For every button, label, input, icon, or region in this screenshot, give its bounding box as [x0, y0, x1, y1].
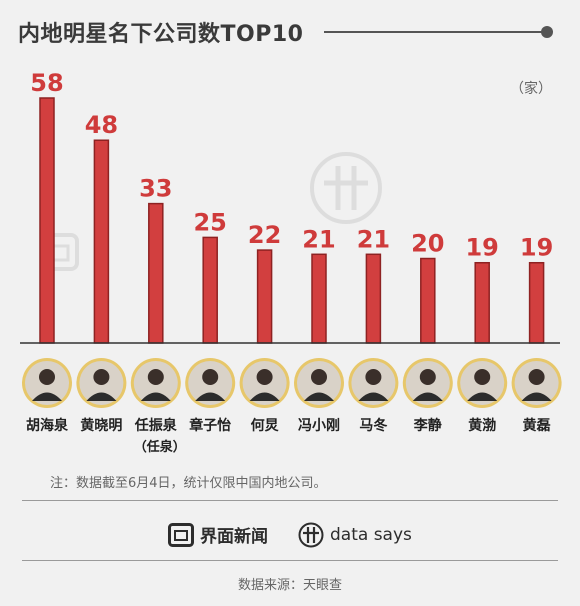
datasays-brand: data says	[298, 522, 412, 548]
avatar-head	[147, 369, 164, 385]
category-label: 胡海泉	[26, 417, 69, 434]
avatar-body	[140, 392, 171, 401]
datasays-logo-icon	[298, 522, 324, 548]
category-label: 李静	[413, 417, 442, 434]
value-label: 48	[85, 111, 118, 139]
avatar-body	[249, 392, 280, 401]
value-label: 20	[411, 230, 444, 258]
avatar-body	[32, 392, 62, 401]
unit-label: （家）	[510, 81, 552, 97]
value-label: 21	[357, 225, 390, 253]
bar	[528, 261, 545, 344]
avatar-body	[467, 392, 498, 401]
avatar-head	[311, 369, 327, 385]
bar	[256, 249, 273, 344]
avatar-body	[521, 392, 552, 401]
chart-title: 内地明星名下公司数TOP10	[18, 22, 304, 47]
avatar-head	[93, 369, 110, 385]
datasays-brand-text: data says	[330, 525, 412, 545]
category-label: 马冬	[359, 417, 387, 434]
value-label: 25	[193, 208, 226, 236]
avatar-head	[39, 369, 55, 385]
bar	[148, 202, 164, 344]
avatar-head	[256, 369, 273, 385]
bar	[420, 257, 436, 344]
bar	[93, 139, 110, 344]
category-label: 黄磊	[523, 417, 551, 434]
jiemian-brand: 界面新闻	[168, 522, 268, 547]
category-label: 黄渤	[468, 417, 496, 434]
avatar-head	[474, 369, 491, 385]
bar-chart: 58 胡海泉 48 黄晓明 33 任振泉 （任泉） 25 章子怡 22 何炅 21 冯小刚 21 马冬 20 李…	[20, 69, 562, 455]
value-label: 22	[248, 221, 281, 249]
bar	[365, 253, 382, 344]
avatar-body	[86, 392, 117, 401]
footer-rule-top	[22, 500, 558, 501]
value-label: 19	[520, 234, 553, 262]
avatar-head	[419, 369, 436, 385]
title-dot	[541, 26, 553, 38]
category-label: 何炅	[251, 417, 280, 434]
category-label: 冯小刚	[298, 418, 340, 434]
category-label: 章子怡	[189, 417, 231, 434]
avatar-body	[195, 392, 226, 401]
category-label: 黄晓明	[80, 417, 122, 434]
jiemian-logo-icon	[168, 522, 194, 547]
value-label: 58	[30, 69, 63, 97]
footnote: 注：数据截至6月4日，统计仅限中国内地公司。	[50, 476, 327, 491]
avatar-body	[304, 392, 334, 401]
avatar-body	[412, 392, 443, 401]
avatar-head	[528, 369, 545, 385]
avatar-head	[365, 369, 382, 385]
jiemian-brand-text: 界面新闻	[200, 527, 268, 547]
avatar-body	[358, 392, 389, 401]
value-label: 33	[139, 175, 172, 203]
footer-rule-bottom	[22, 560, 558, 561]
bar	[474, 261, 490, 344]
avatar-head	[202, 369, 219, 385]
category-sublabel: （任泉）	[134, 439, 186, 455]
bar	[39, 97, 55, 344]
bar	[311, 253, 327, 344]
bar	[202, 236, 218, 344]
datasays-watermark-icon	[310, 152, 382, 224]
data-source: 数据来源：天眼查	[237, 578, 342, 593]
value-label: 21	[302, 225, 335, 253]
title-rule	[324, 31, 544, 33]
value-label: 19	[465, 234, 498, 262]
category-label: 任振泉	[134, 417, 178, 434]
